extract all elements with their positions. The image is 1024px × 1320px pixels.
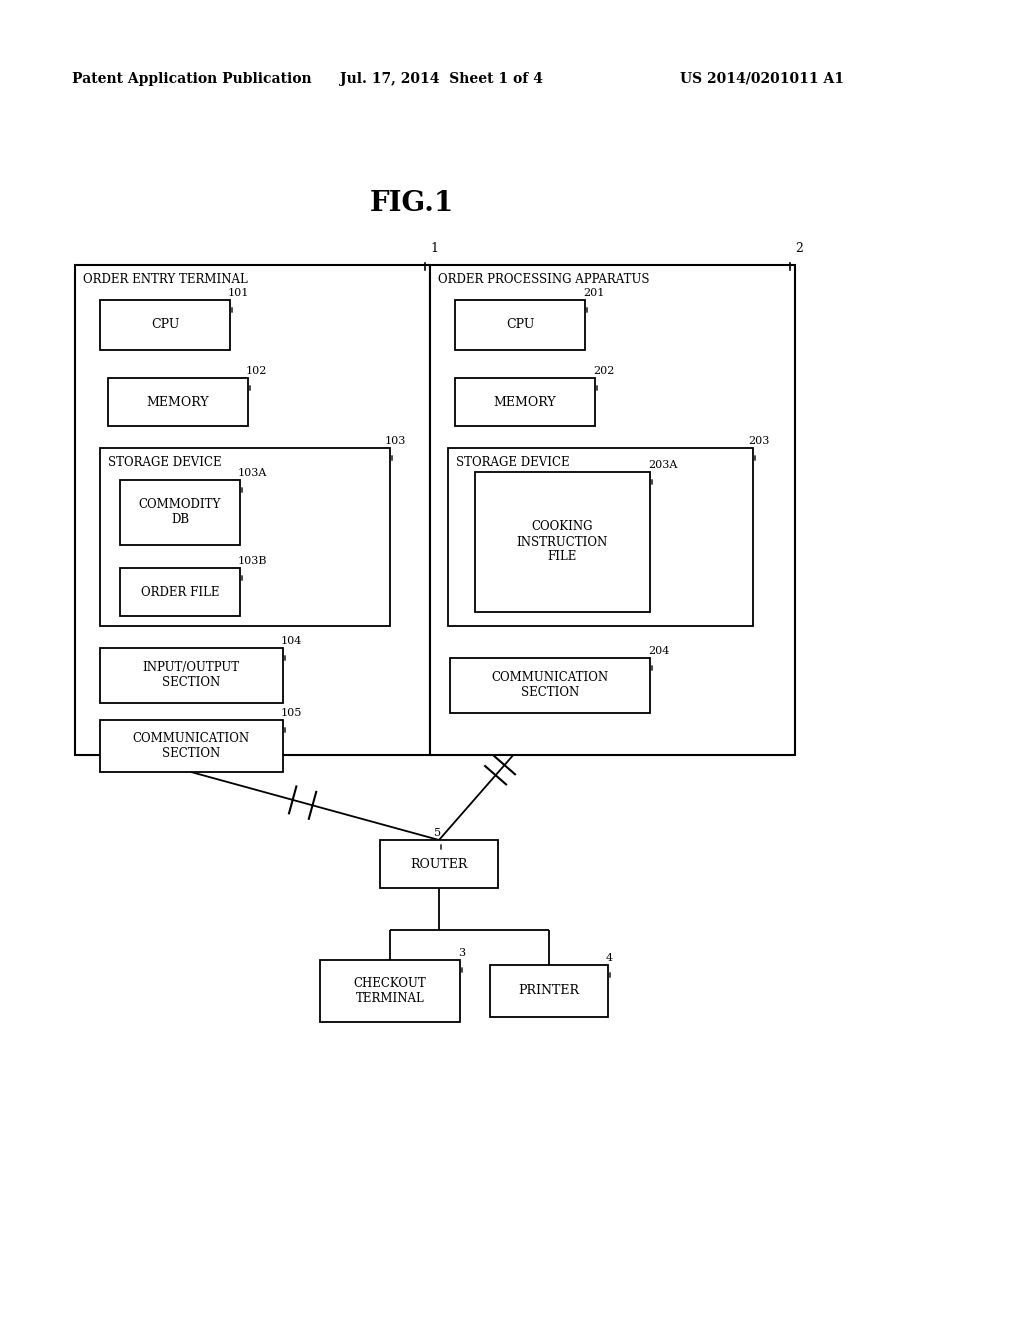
Text: 1: 1 (430, 242, 438, 255)
Bar (430, 265, 795, 755)
Text: COMMODITY
DB: COMMODITY DB (139, 498, 221, 525)
Text: 4: 4 (606, 953, 613, 964)
Text: 201: 201 (583, 288, 604, 298)
Text: STORAGE DEVICE: STORAGE DEVICE (108, 455, 221, 469)
Bar (120, 568, 240, 616)
Bar (319, 960, 460, 1022)
Text: CPU: CPU (506, 318, 535, 331)
Text: Patent Application Publication: Patent Application Publication (72, 73, 311, 86)
Bar (100, 300, 230, 350)
Text: 3: 3 (458, 948, 465, 958)
Bar (100, 447, 390, 626)
Text: 103A: 103A (238, 469, 267, 478)
Text: Jul. 17, 2014  Sheet 1 of 4: Jul. 17, 2014 Sheet 1 of 4 (340, 73, 543, 86)
Text: COMMUNICATION
SECTION: COMMUNICATION SECTION (492, 671, 608, 700)
Bar (449, 447, 753, 626)
Bar (108, 378, 248, 426)
Bar (120, 480, 240, 545)
Text: 102: 102 (246, 366, 267, 376)
Text: 5: 5 (434, 828, 441, 838)
Text: STORAGE DEVICE: STORAGE DEVICE (456, 455, 569, 469)
Text: ROUTER: ROUTER (411, 858, 468, 870)
Text: ORDER ENTRY TERMINAL: ORDER ENTRY TERMINAL (83, 273, 248, 286)
Text: 203: 203 (748, 436, 769, 446)
Bar (100, 648, 283, 704)
Text: 202: 202 (593, 366, 614, 376)
Text: CPU: CPU (151, 318, 179, 331)
Bar (490, 965, 608, 1016)
Text: 101: 101 (228, 288, 250, 298)
Bar (100, 719, 283, 772)
Bar (450, 657, 650, 713)
Text: FIG.1: FIG.1 (370, 190, 455, 216)
Text: MEMORY: MEMORY (146, 396, 209, 408)
Text: US 2014/0201011 A1: US 2014/0201011 A1 (680, 73, 844, 86)
Text: 103: 103 (385, 436, 407, 446)
Text: COMMUNICATION
SECTION: COMMUNICATION SECTION (132, 733, 250, 760)
Text: 204: 204 (648, 645, 670, 656)
Bar (455, 300, 585, 350)
Text: ORDER PROCESSING APPARATUS: ORDER PROCESSING APPARATUS (438, 273, 649, 286)
Text: ORDER FILE: ORDER FILE (140, 586, 219, 598)
Text: COOKING
INSTRUCTION
FILE: COOKING INSTRUCTION FILE (516, 520, 607, 564)
Bar (380, 840, 498, 888)
Bar (75, 265, 430, 755)
Text: 104: 104 (281, 636, 302, 645)
Bar (455, 378, 595, 426)
Text: PRINTER: PRINTER (518, 985, 580, 998)
Text: 103B: 103B (238, 556, 267, 566)
Text: CHECKOUT
TERMINAL: CHECKOUT TERMINAL (353, 977, 426, 1005)
Text: 105: 105 (281, 708, 302, 718)
Text: 2: 2 (795, 242, 803, 255)
Bar (475, 473, 650, 612)
Text: 203A: 203A (648, 459, 677, 470)
Text: INPUT/OUTPUT
SECTION: INPUT/OUTPUT SECTION (142, 661, 240, 689)
Text: MEMORY: MEMORY (494, 396, 556, 408)
